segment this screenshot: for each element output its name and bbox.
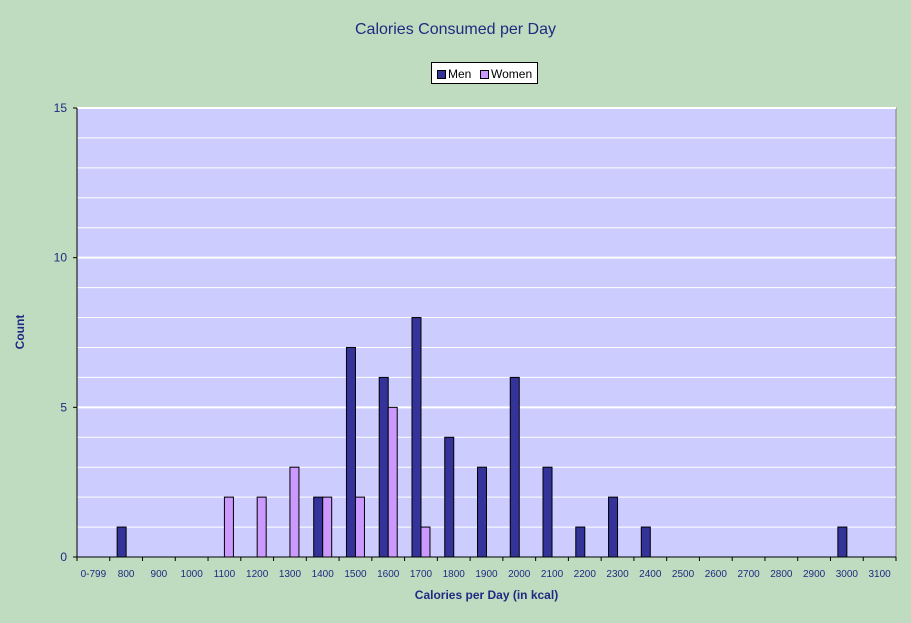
bar-men — [378, 376, 389, 558]
bar-men — [345, 346, 356, 558]
x-tick-label: 1900 — [475, 569, 498, 580]
x-tick-label: 1500 — [344, 569, 367, 580]
x-tick-label: 2900 — [803, 569, 826, 580]
bar-women — [354, 496, 365, 558]
x-tick-label: 0-799 — [81, 569, 107, 580]
bar-women — [223, 496, 234, 558]
x-tick-label: 2000 — [508, 569, 531, 580]
x-tick-label: 2600 — [705, 569, 728, 580]
y-tick-label: 0 — [60, 550, 67, 564]
legend-label-men: Men — [448, 67, 472, 81]
legend-swatch-men — [437, 70, 446, 79]
x-tick-label: 1100 — [214, 569, 236, 580]
legend: Men Women — [431, 62, 538, 84]
x-tick-label: 2800 — [770, 569, 793, 580]
x-tick-label: 1200 — [246, 569, 269, 580]
x-tick-label: 3000 — [836, 569, 859, 580]
bar-men — [411, 317, 422, 558]
bar-women — [289, 466, 300, 558]
bar-men — [542, 466, 553, 558]
bar-women — [387, 406, 398, 558]
x-axis-title: Calories per Day (in kcal) — [414, 588, 559, 602]
x-tick-label: 2300 — [606, 569, 629, 580]
x-tick-label: 1300 — [279, 569, 302, 580]
y-tick-label: 5 — [60, 400, 67, 414]
bar-men — [313, 496, 324, 558]
x-tick-label: 2700 — [737, 569, 760, 580]
bar-men — [116, 526, 127, 558]
y-tick-label: 10 — [54, 251, 68, 265]
x-tick-label: 1800 — [443, 569, 466, 580]
bar-men — [837, 526, 848, 558]
x-tick-label: 1000 — [181, 569, 204, 580]
bar-men — [509, 376, 520, 558]
bar-men — [640, 526, 651, 558]
x-tick-label: 2400 — [639, 569, 662, 580]
bar-women — [256, 496, 267, 558]
chart-title: Calories Consumed per Day — [355, 21, 556, 38]
x-tick-label: 800 — [118, 569, 135, 580]
bar-men — [575, 526, 586, 558]
x-tick-label: 1400 — [312, 569, 335, 580]
bar-women — [420, 526, 431, 558]
x-tick-label: 2500 — [672, 569, 695, 580]
y-tick-label: 15 — [54, 101, 68, 115]
bar-men — [608, 496, 619, 558]
bar-women — [322, 496, 333, 558]
x-tick-label: 1600 — [377, 569, 400, 580]
x-tick-label: 2200 — [574, 569, 597, 580]
bar-men — [444, 436, 455, 558]
legend-label-women: Women — [491, 67, 533, 81]
bar-men — [477, 466, 487, 558]
x-tick-label: 2100 — [541, 569, 564, 580]
x-tick-label: 3100 — [868, 569, 891, 580]
x-tick-label: 900 — [151, 569, 168, 580]
x-tick-label: 1700 — [410, 569, 433, 580]
legend-swatch-women — [480, 70, 489, 79]
